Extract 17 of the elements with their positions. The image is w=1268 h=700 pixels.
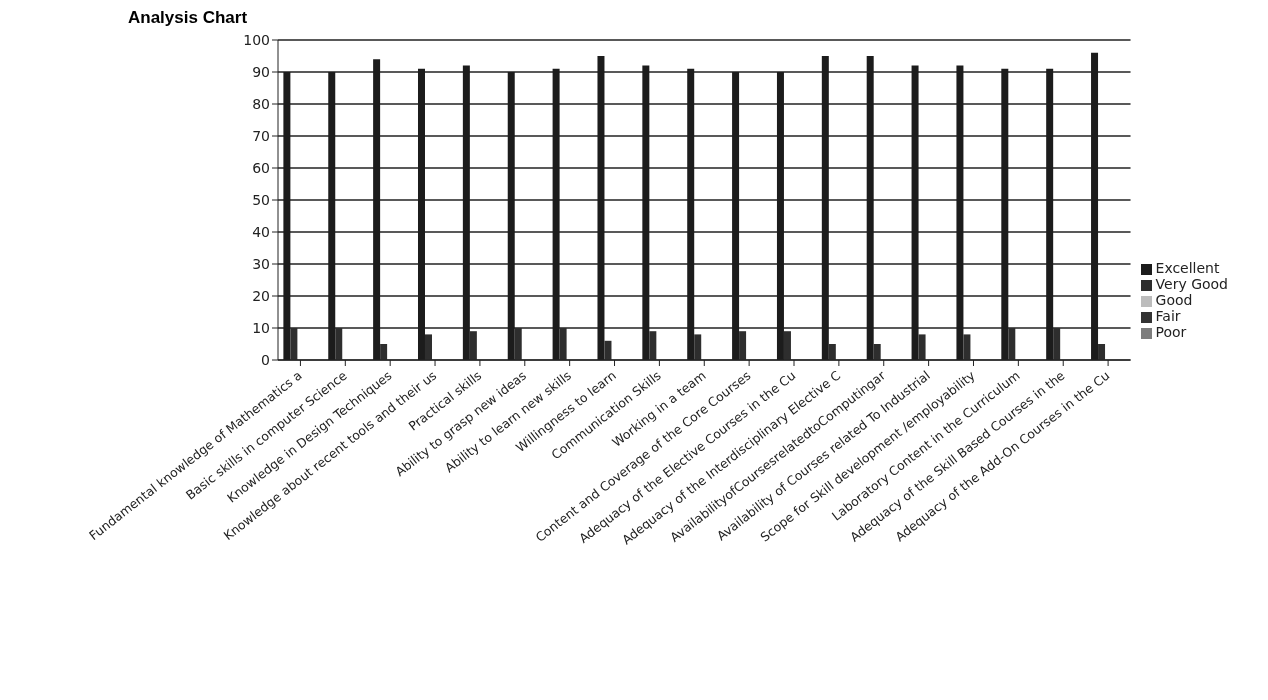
- y-tick-label: 50: [252, 191, 270, 208]
- legend-label: Fair: [1155, 308, 1181, 324]
- chart-title: Analysis Chart: [128, 8, 249, 29]
- legend-label: Good: [1155, 292, 1193, 308]
- legend-label: Very Good: [1155, 276, 1228, 292]
- y-tick-label: 20: [252, 287, 270, 304]
- y-tick-label: 40: [252, 223, 270, 240]
- legend-label: Poor: [1155, 324, 1187, 340]
- legend-label: Excellent: [1155, 260, 1220, 276]
- y-tick-label: 60: [252, 159, 270, 176]
- y-tick-label: 30: [252, 255, 270, 272]
- y-tick-label: 70: [252, 127, 270, 144]
- y-tick-label: 100: [243, 31, 270, 48]
- y-tick-label: 10: [252, 319, 270, 336]
- y-tick-label: 0: [261, 351, 270, 368]
- y-tick-label: 80: [252, 95, 270, 112]
- y-tick-label: 90: [252, 63, 270, 80]
